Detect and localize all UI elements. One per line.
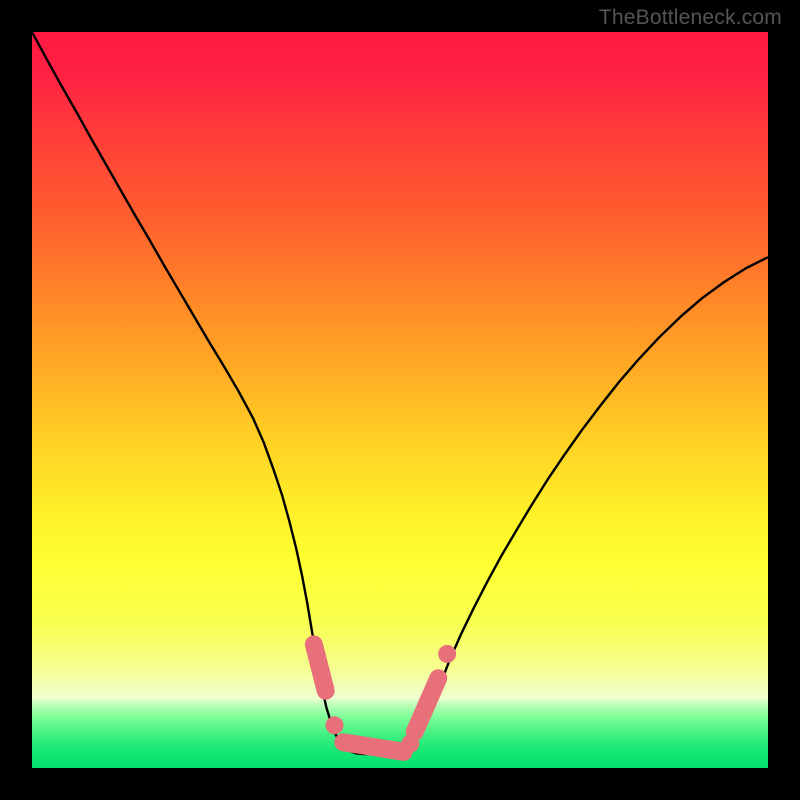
chart-frame: TheBottleneck.com — [0, 0, 800, 800]
chart-svg — [32, 32, 768, 768]
watermark-label: TheBottleneck.com — [599, 6, 782, 30]
gradient-background — [32, 32, 768, 768]
plot-area — [32, 32, 768, 768]
